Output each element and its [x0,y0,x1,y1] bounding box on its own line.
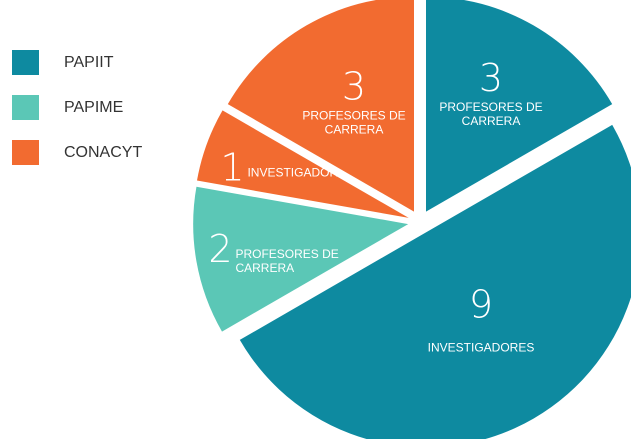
slice-category-label-3-0: INVESTIGADOR [247,165,338,179]
slice-value-label-4: 3 [342,65,366,109]
slice-value-label-1: 9 [469,283,493,327]
pie-slice-4 [227,0,414,212]
pie-slice-group-3: 1 INVESTIGADOR [196,110,409,218]
slice-category-label-0-0: PROFESORES DE [439,100,542,114]
pie-slice-1 [239,124,631,439]
legend-swatch-conacyt [12,140,39,165]
slice-value-label-3: 1 [220,145,244,189]
legend: PAPIIT PAPIME CONACYT [12,50,142,185]
slice-category-label-4-1: CARRERA [325,123,384,137]
legend-label-papime: PAPIME [64,98,124,116]
slice-value-label-0: 3 [479,56,503,100]
legend-swatch-papime [12,95,39,120]
pie-slice-2 [193,186,409,332]
legend-item-papiit: PAPIIT [12,50,142,75]
slice-category-label-0-1: CARRERA [462,114,521,128]
legend-label-conacyt: CONACYT [64,143,143,161]
pie-slice-0 [426,0,613,212]
slice-category-label-2-1: CARRERA [235,261,294,275]
pie-slice-3 [196,110,409,218]
slice-value-label-2: 2 [208,227,232,271]
slice-category-label-1-0: INVESTIGADORES [428,341,535,355]
slice-category-label-2-0: PROFESORES DE [235,247,338,261]
slice-category-label-4-0: PROFESORES DE [302,109,405,123]
pie-slice-group-1: 9 INVESTIGADORES [239,124,631,439]
legend-label-papiit: PAPIIT [64,53,114,71]
legend-item-conacyt: CONACYT [12,140,142,165]
legend-swatch-papiit [12,50,39,75]
legend-item-papime: PAPIME [12,95,142,120]
